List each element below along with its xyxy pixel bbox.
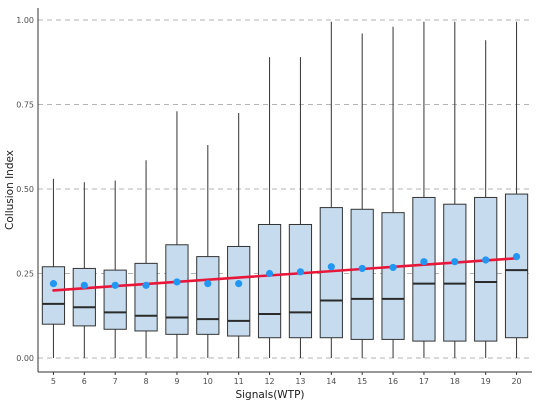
x-tick-label: 5 xyxy=(51,377,56,386)
box-18 xyxy=(443,21,467,358)
box-19 xyxy=(474,40,498,358)
box-iqr xyxy=(103,269,127,330)
mean-point xyxy=(111,281,119,289)
mean-point xyxy=(49,280,58,288)
box-iqr xyxy=(257,223,282,339)
x-tick-label: 20 xyxy=(511,377,521,386)
box-5 xyxy=(41,178,66,358)
box-7 xyxy=(103,180,127,358)
box-13 xyxy=(288,57,313,358)
box-9 xyxy=(165,111,189,358)
box-8 xyxy=(134,160,158,358)
box-layer xyxy=(41,21,529,358)
box-11 xyxy=(227,112,251,358)
y-tick-label: 0.50 xyxy=(16,185,34,194)
mean-point xyxy=(482,256,490,264)
x-tick-label: 9 xyxy=(174,377,179,386)
box-iqr xyxy=(134,262,158,332)
x-tick-label: 7 xyxy=(113,377,118,386)
box-20 xyxy=(504,21,529,358)
y-tick-label: 0.00 xyxy=(16,354,34,363)
mean-point xyxy=(173,278,181,286)
box-iqr xyxy=(196,256,220,335)
x-tick-label: 6 xyxy=(82,377,87,386)
mean-point xyxy=(358,264,366,273)
box-iqr xyxy=(412,196,436,342)
x-tick-label: 13 xyxy=(295,377,305,386)
y-tick-label: 0.75 xyxy=(16,101,34,110)
mean-point xyxy=(235,280,243,288)
box-iqr xyxy=(350,208,374,340)
box-iqr xyxy=(288,223,313,339)
y-tick-label: 0.25 xyxy=(16,270,34,279)
box-17 xyxy=(412,21,436,358)
trend-layer xyxy=(49,253,521,292)
box-iqr xyxy=(443,203,467,342)
box-10 xyxy=(196,145,220,358)
box-iqr xyxy=(381,212,405,340)
x-tick-label: 11 xyxy=(234,377,244,386)
box-iqr xyxy=(504,193,529,339)
mean-point xyxy=(420,258,428,266)
axis-layer: 0.00 0.25 0.50 0.75 1.00 5 6 7 8 9 10 11 12 13 14 15 16 1… xyxy=(16,8,532,386)
box-14 xyxy=(319,21,343,358)
box-12 xyxy=(257,57,282,358)
box-iqr xyxy=(227,245,251,337)
x-tick-label: 8 xyxy=(144,377,149,386)
mean-point xyxy=(512,253,521,261)
x-tick-label: 15 xyxy=(357,377,367,386)
x-tick-label: 14 xyxy=(326,377,336,386)
y-axis-title: Collusion Index xyxy=(4,150,16,230)
x-tick-label: 17 xyxy=(419,377,429,386)
box-iqr xyxy=(474,196,498,342)
box-15 xyxy=(350,33,374,358)
x-axis-title: Signals(WTP) xyxy=(235,389,304,401)
box-16 xyxy=(381,26,405,358)
mean-point xyxy=(142,281,150,289)
x-tick-label: 16 xyxy=(388,377,398,386)
box-iqr xyxy=(165,244,189,335)
mean-point xyxy=(204,280,212,288)
mean-point xyxy=(327,263,335,271)
mean-point xyxy=(451,258,459,266)
trend-line xyxy=(52,256,518,292)
mean-point xyxy=(389,263,397,272)
box-iqr xyxy=(72,267,96,327)
y-tick-label: 1.00 xyxy=(16,16,34,25)
x-tick-label: 19 xyxy=(481,377,491,386)
mean-point xyxy=(296,268,305,276)
x-tick-label: 10 xyxy=(203,377,213,386)
box-6 xyxy=(72,182,96,358)
x-tick-label: 12 xyxy=(264,377,274,386)
x-tick-label: 18 xyxy=(450,377,460,386)
box-iqr xyxy=(41,266,66,325)
mean-point xyxy=(80,281,88,289)
mean-point xyxy=(265,269,274,278)
